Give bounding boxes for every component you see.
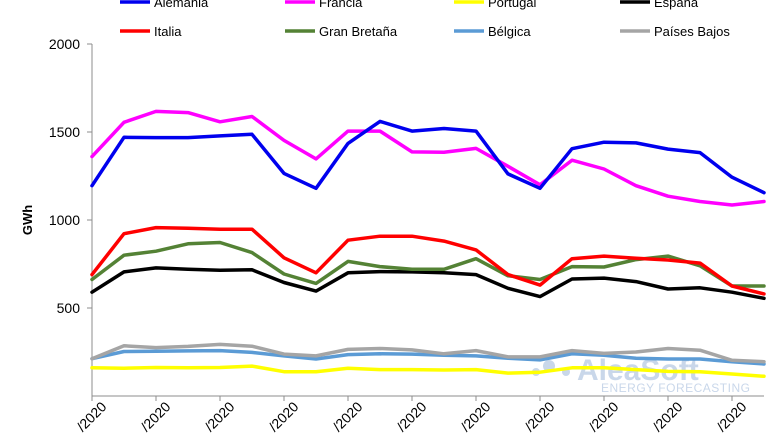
x-tick-label: /2020 [201,398,237,434]
y-tick-label: 2000 [49,36,80,52]
x-tick-label: /2020 [713,398,749,434]
series-line-gran-bretana [90,240,766,288]
x-tick-label: /2020 [393,398,429,434]
x-tick-label: /2020 [649,398,685,434]
series-line-alemania [90,119,766,195]
y-tick-label: 1500 [49,124,80,140]
legend-label-paises-bajos: Países Bajos [654,24,730,39]
legend-label-portugal: Portugal [488,0,537,10]
series-line-paises-bajos [90,342,766,364]
watermark-tagline: ENERGY FORECASTING [601,381,750,395]
legend: Alemania Francia Portugal España Italia Gran … [120,0,730,39]
x-tick-label: /2020 [585,398,621,434]
series-lines [90,109,766,379]
series-line-belgica [90,348,766,366]
legend-label-gran-bretana: Gran Bretaña [319,24,398,39]
legend-label-italia: Italia [154,24,182,39]
series-line-italia [90,225,766,296]
legend-label-belgica: Bélgica [488,24,531,39]
y-tick-label: 1000 [49,212,80,228]
x-tick-label: /2020 [457,398,493,434]
series-line-espana [90,266,766,301]
legend-label-espana: España [654,0,699,10]
y-tick-label: 500 [57,300,81,316]
x-tick-label: /2020 [521,398,557,434]
series-line-francia [90,109,766,207]
legend-label-francia: Francia [319,0,363,10]
x-tick-label: /2020 [137,398,173,434]
series-line-portugal [90,364,766,379]
x-tick-label: /2020 [73,398,109,434]
legend-label-alemania: Alemania [154,0,209,10]
x-tick-label: /2020 [265,398,301,434]
x-tick-label: /2020 [329,398,365,434]
y-axis-title: GWh [20,205,35,235]
